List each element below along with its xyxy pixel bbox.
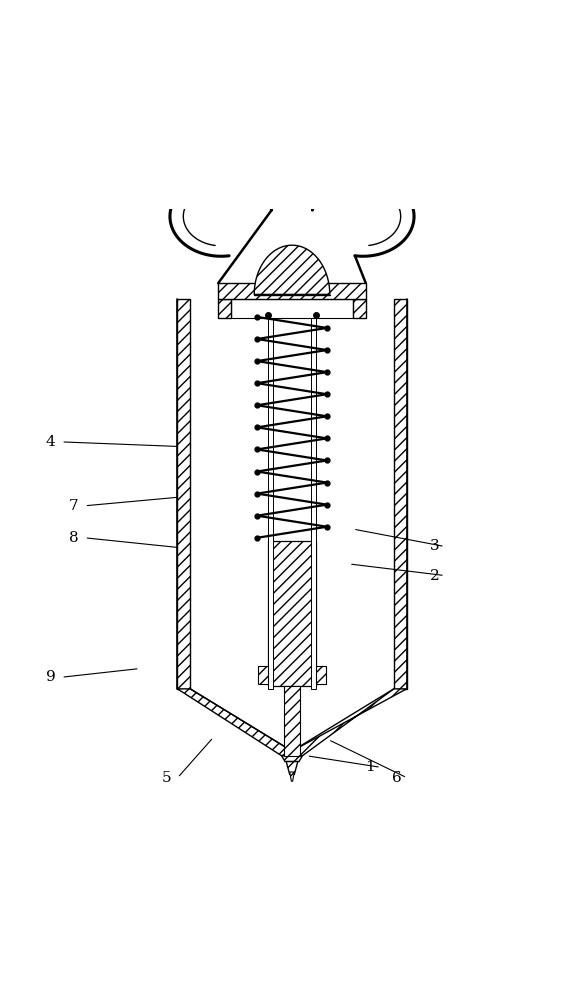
Polygon shape — [292, 689, 406, 756]
Text: 4: 4 — [46, 435, 55, 449]
Polygon shape — [284, 686, 300, 756]
Polygon shape — [394, 299, 406, 689]
Polygon shape — [267, 541, 317, 686]
Polygon shape — [317, 666, 326, 684]
Bar — [231, 299, 353, 318]
Polygon shape — [290, 772, 294, 781]
Polygon shape — [178, 299, 190, 689]
Text: 9: 9 — [46, 670, 55, 684]
Polygon shape — [178, 689, 292, 756]
Text: 8: 8 — [69, 531, 79, 545]
Polygon shape — [218, 283, 366, 299]
Text: 1: 1 — [366, 760, 376, 774]
Polygon shape — [190, 299, 394, 689]
Text: 3: 3 — [430, 539, 439, 553]
Polygon shape — [311, 311, 316, 689]
Polygon shape — [218, 299, 231, 318]
Polygon shape — [268, 311, 273, 689]
Polygon shape — [258, 666, 267, 684]
Polygon shape — [353, 299, 366, 318]
Polygon shape — [254, 245, 330, 295]
Polygon shape — [286, 762, 298, 774]
Text: 5: 5 — [162, 771, 172, 785]
Text: 7: 7 — [69, 499, 79, 513]
Text: 6: 6 — [392, 771, 401, 785]
Polygon shape — [281, 756, 303, 762]
Text: 2: 2 — [429, 569, 439, 583]
